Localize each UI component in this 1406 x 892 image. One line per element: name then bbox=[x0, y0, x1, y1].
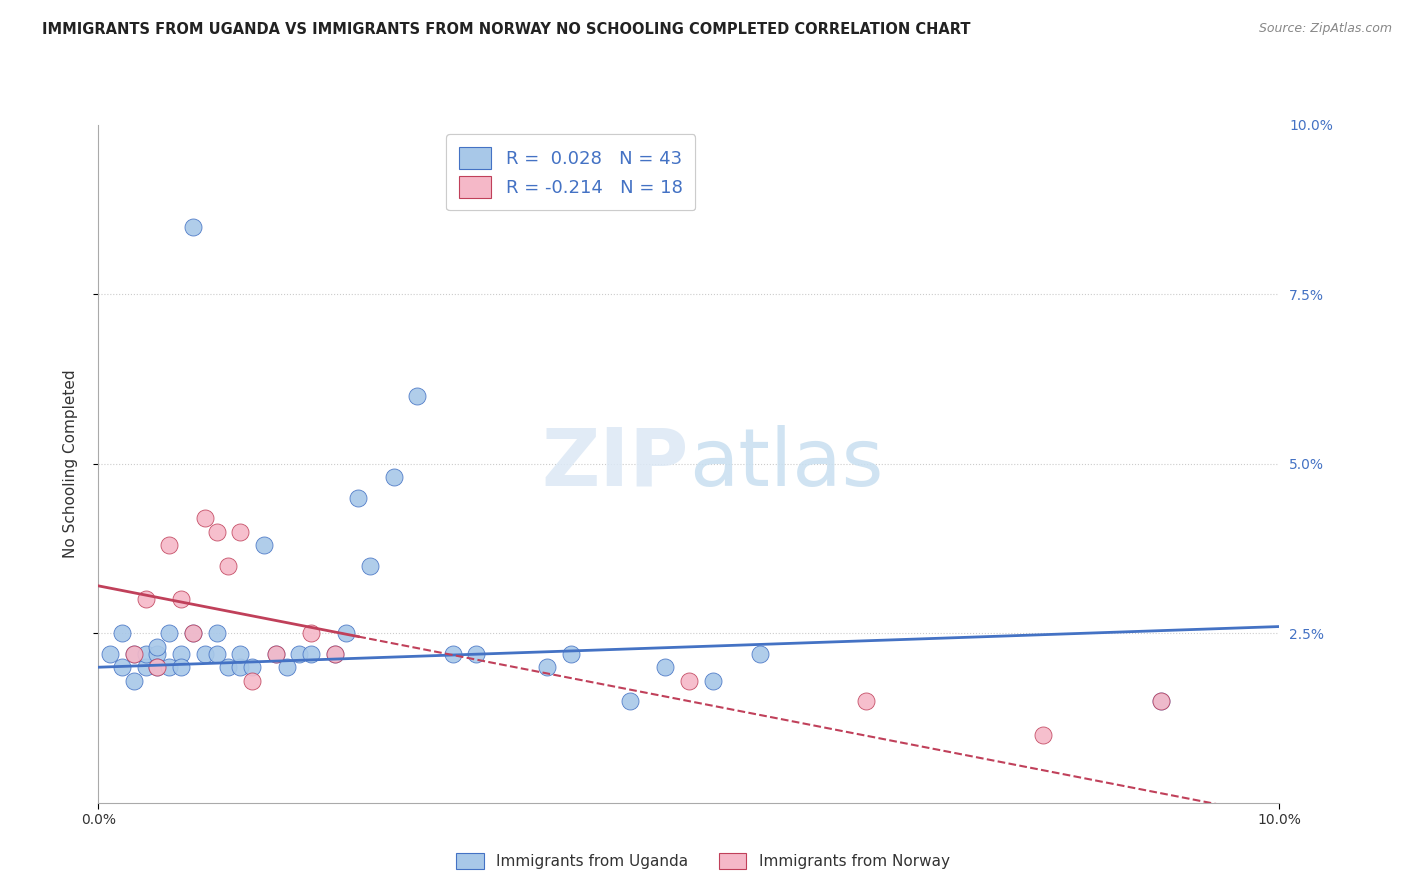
Point bbox=[299, 647, 322, 661]
Point bbox=[1150, 694, 1173, 708]
Point bbox=[240, 673, 263, 688]
Point bbox=[536, 660, 558, 674]
Point bbox=[146, 660, 169, 674]
Point bbox=[1032, 728, 1054, 742]
Point bbox=[122, 673, 145, 688]
Point bbox=[111, 626, 134, 640]
Point bbox=[678, 673, 700, 688]
Point bbox=[205, 626, 228, 640]
Point bbox=[619, 694, 641, 708]
Point bbox=[299, 626, 322, 640]
Y-axis label: No Schooling Completed: No Schooling Completed bbox=[63, 369, 77, 558]
Point bbox=[122, 647, 145, 661]
Point bbox=[111, 660, 134, 674]
Point bbox=[157, 626, 180, 640]
Point bbox=[1150, 694, 1173, 708]
Point bbox=[406, 389, 429, 403]
Point bbox=[229, 647, 252, 661]
Point bbox=[382, 470, 405, 484]
Point bbox=[217, 660, 239, 674]
Point bbox=[748, 647, 770, 661]
Point bbox=[205, 647, 228, 661]
Point bbox=[253, 538, 276, 552]
Point bbox=[170, 647, 193, 661]
Point bbox=[170, 592, 193, 607]
Point bbox=[323, 647, 346, 661]
Point bbox=[217, 558, 239, 573]
Text: ZIP: ZIP bbox=[541, 425, 689, 503]
Point bbox=[157, 538, 180, 552]
Point bbox=[654, 660, 676, 674]
Point bbox=[702, 673, 724, 688]
Point bbox=[181, 626, 204, 640]
Point bbox=[135, 647, 157, 661]
Point bbox=[229, 524, 252, 539]
Point bbox=[181, 626, 204, 640]
Text: Source: ZipAtlas.com: Source: ZipAtlas.com bbox=[1258, 22, 1392, 36]
Point bbox=[288, 647, 311, 661]
Text: IMMIGRANTS FROM UGANDA VS IMMIGRANTS FROM NORWAY NO SCHOOLING COMPLETED CORRELAT: IMMIGRANTS FROM UGANDA VS IMMIGRANTS FRO… bbox=[42, 22, 970, 37]
Point bbox=[98, 647, 121, 661]
Point bbox=[135, 592, 157, 607]
Point bbox=[323, 647, 346, 661]
Point bbox=[135, 660, 157, 674]
Point bbox=[441, 647, 464, 661]
Point bbox=[359, 558, 381, 573]
Point bbox=[264, 647, 287, 661]
Point bbox=[157, 660, 180, 674]
Point bbox=[560, 647, 582, 661]
Point bbox=[264, 647, 287, 661]
Point bbox=[146, 640, 169, 654]
Point bbox=[146, 647, 169, 661]
Legend: Immigrants from Uganda, Immigrants from Norway: Immigrants from Uganda, Immigrants from … bbox=[450, 847, 956, 875]
Point bbox=[465, 647, 488, 661]
Point bbox=[855, 694, 877, 708]
Point bbox=[335, 626, 357, 640]
Legend: R =  0.028   N = 43, R = -0.214   N = 18: R = 0.028 N = 43, R = -0.214 N = 18 bbox=[446, 134, 696, 211]
Point bbox=[276, 660, 298, 674]
Point bbox=[146, 660, 169, 674]
Text: atlas: atlas bbox=[689, 425, 883, 503]
Point bbox=[194, 511, 217, 525]
Point bbox=[170, 660, 193, 674]
Point bbox=[205, 524, 228, 539]
Point bbox=[229, 660, 252, 674]
Point bbox=[122, 647, 145, 661]
Point bbox=[194, 647, 217, 661]
Point bbox=[240, 660, 263, 674]
Point bbox=[347, 491, 370, 505]
Point bbox=[181, 219, 204, 234]
